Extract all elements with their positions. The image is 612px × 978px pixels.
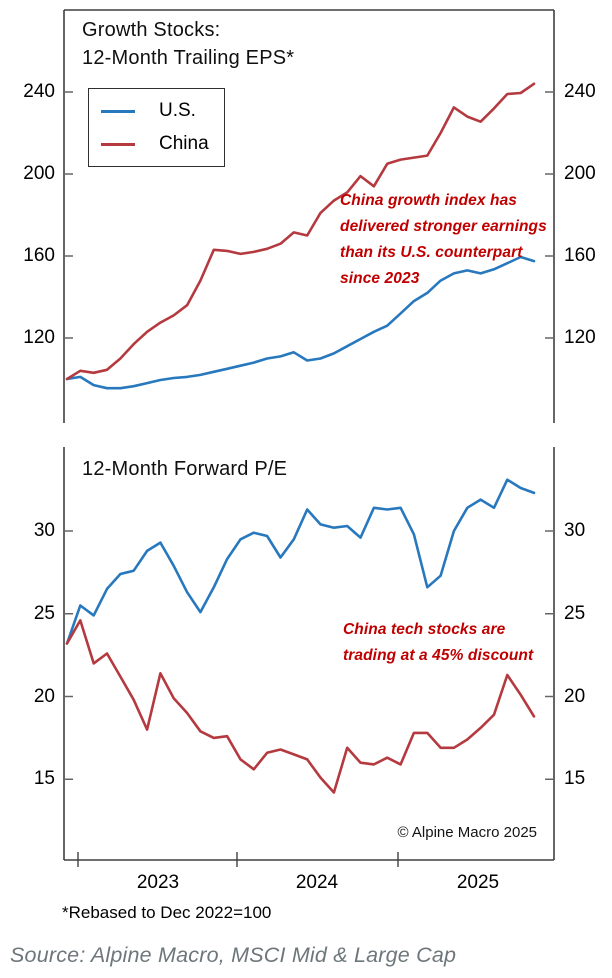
y-axis-tick-label: 120 (23, 327, 55, 348)
y-axis-tick-label: 15 (564, 768, 586, 790)
legend-label-china: China (159, 133, 209, 154)
x-axis-year-label-2025: 2025 (456, 872, 500, 893)
y-axis-tick-label: 160 (23, 245, 55, 266)
y-axis-tick-label: 30 (33, 520, 55, 541)
pe-annotation: China tech stocks are trading at a 45% d… (343, 621, 534, 664)
y-axis-tick-label: 25 (33, 602, 55, 624)
y-axis-tick-label: 240 (564, 81, 596, 102)
china-line-panel2 (65, 619, 536, 794)
china-line-panel1 (65, 82, 536, 381)
legend: U.S. China (88, 88, 225, 167)
copyright-notice: © Alpine Macro 2025 (397, 824, 537, 841)
us-line-panel1 (65, 255, 536, 390)
x-axis-year-label-2023: 2023 (136, 872, 180, 893)
y-axis-tick-label: 240 (23, 81, 55, 102)
legend-item-china: China (101, 133, 224, 155)
y-axis-tick-label: 20 (564, 685, 586, 707)
y-axis-tick-label: 30 (564, 520, 586, 541)
y-axis-tick-label: 25 (564, 602, 586, 624)
y-axis-tick-label: 15 (33, 768, 55, 790)
legend-label-us: U.S. (159, 100, 196, 121)
source-citation: Source: Alpine Macro, MSCI Mid & Large C… (10, 943, 457, 967)
china-line-swatch (101, 142, 135, 146)
us-line-swatch (101, 109, 135, 113)
x-axis-year-label-2024: 2024 (295, 872, 339, 893)
y-axis-tick-label: 200 (564, 163, 596, 184)
panel1-title: Growth Stocks: 12-Month Trailing EPS* (82, 19, 295, 69)
legend-item-us: U.S. (101, 100, 224, 122)
y-axis-tick-label: 120 (564, 327, 596, 348)
eps-annotation: China growth index has delivered stronge… (340, 192, 547, 287)
y-axis-tick-label: 200 (23, 163, 55, 184)
y-axis-tick-label: 20 (33, 685, 55, 707)
panel2-title: 12-Month Forward P/E (82, 458, 288, 480)
y-axis-tick-label: 160 (564, 245, 596, 266)
rebase-footnote: *Rebased to Dec 2022=100 (62, 903, 272, 922)
us-line-panel2 (65, 478, 536, 645)
